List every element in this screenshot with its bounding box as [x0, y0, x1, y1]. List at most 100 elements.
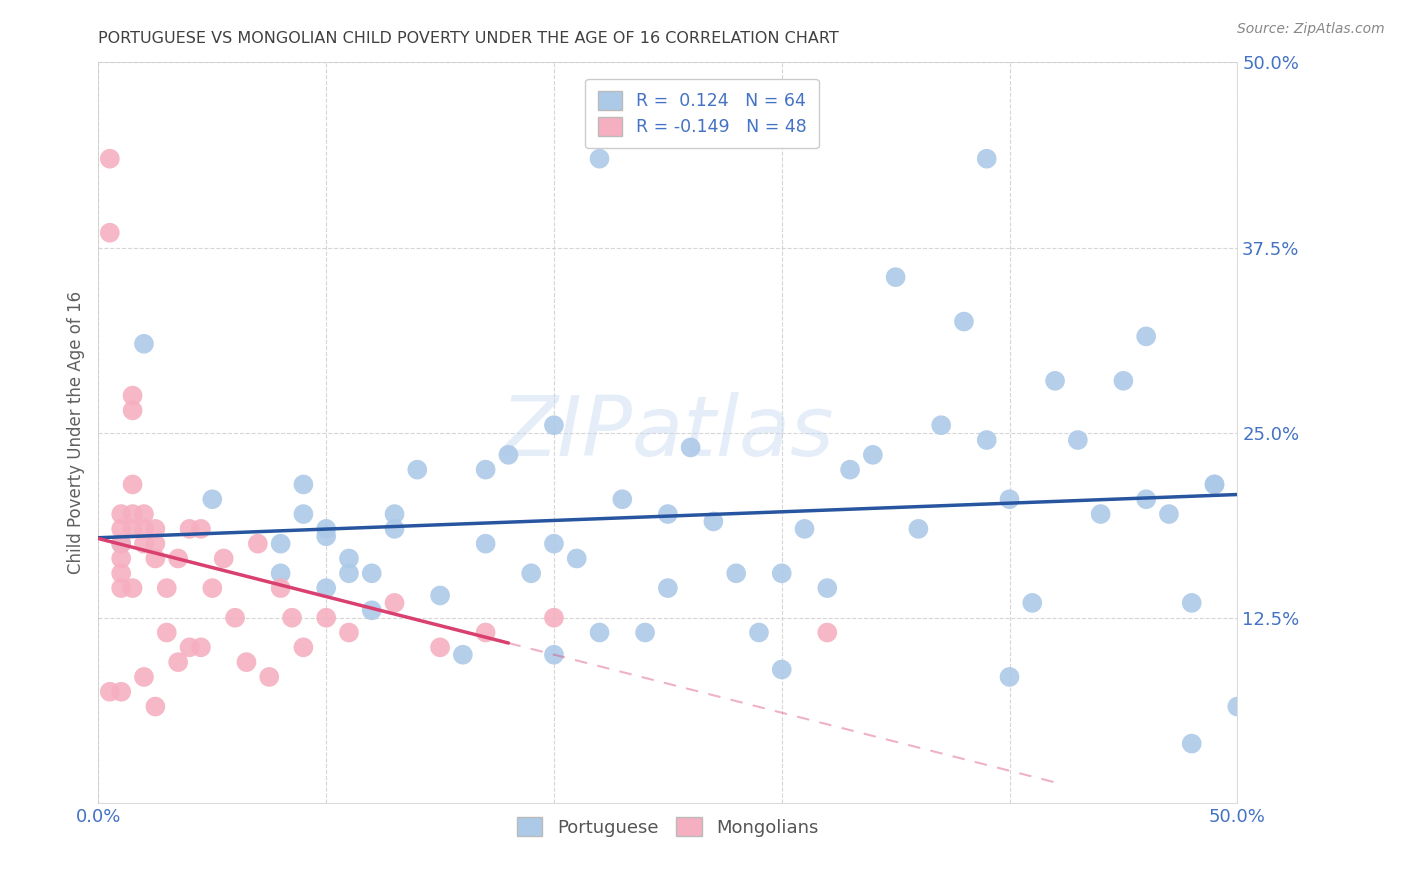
Point	[270, 536, 292, 550]
Point	[1021, 596, 1043, 610]
Point	[1067, 433, 1090, 447]
Point	[145, 699, 167, 714]
Point	[384, 507, 406, 521]
Point	[702, 515, 724, 529]
Point	[121, 507, 143, 521]
Point	[770, 663, 793, 677]
Point	[1135, 329, 1157, 343]
Point	[474, 536, 496, 550]
Point	[634, 625, 657, 640]
Point	[451, 648, 474, 662]
Point	[976, 152, 998, 166]
Point	[657, 507, 679, 521]
Point	[1204, 477, 1226, 491]
Point	[770, 566, 793, 581]
Point	[498, 448, 520, 462]
Point	[998, 670, 1021, 684]
Point	[201, 492, 224, 507]
Point	[862, 448, 884, 462]
Point	[429, 589, 451, 603]
Point	[429, 640, 451, 655]
Text: Source: ZipAtlas.com: Source: ZipAtlas.com	[1237, 22, 1385, 37]
Point	[543, 418, 565, 433]
Point	[474, 462, 496, 476]
Point	[998, 492, 1021, 507]
Text: PORTUGUESE VS MONGOLIAN CHILD POVERTY UNDER THE AGE OF 16 CORRELATION CHART: PORTUGUESE VS MONGOLIAN CHILD POVERTY UN…	[98, 31, 839, 46]
Point	[292, 477, 315, 491]
Point	[793, 522, 815, 536]
Point	[612, 492, 634, 507]
Y-axis label: Child Poverty Under the Age of 16: Child Poverty Under the Age of 16	[66, 291, 84, 574]
Point	[190, 640, 212, 655]
Point	[543, 648, 565, 662]
Point	[270, 566, 292, 581]
Point	[315, 522, 337, 536]
Point	[121, 477, 143, 491]
Point	[565, 551, 588, 566]
Point	[815, 625, 838, 640]
Point	[588, 625, 610, 640]
Point	[110, 551, 132, 566]
Point	[315, 610, 337, 624]
Point	[337, 551, 360, 566]
Point	[270, 581, 292, 595]
Point	[110, 536, 132, 550]
Point	[360, 566, 382, 581]
Point	[145, 522, 167, 536]
Point	[121, 581, 143, 595]
Point	[1181, 737, 1204, 751]
Point	[98, 685, 121, 699]
Point	[839, 462, 862, 476]
Point	[815, 581, 838, 595]
Point	[167, 655, 190, 669]
Point	[121, 522, 143, 536]
Point	[110, 507, 132, 521]
Point	[1090, 507, 1112, 521]
Point	[132, 522, 155, 536]
Point	[167, 551, 190, 566]
Point	[121, 388, 143, 402]
Point	[110, 522, 132, 536]
Point	[132, 536, 155, 550]
Point	[224, 610, 246, 624]
Point	[132, 507, 155, 521]
Point	[246, 536, 269, 550]
Point	[121, 403, 143, 417]
Point	[132, 336, 155, 351]
Point	[360, 603, 382, 617]
Point	[725, 566, 748, 581]
Point	[145, 536, 167, 550]
Legend: Portuguese, Mongolians: Portuguese, Mongolians	[505, 804, 831, 849]
Point	[953, 314, 976, 328]
Point	[1157, 507, 1180, 521]
Point	[543, 610, 565, 624]
Point	[315, 529, 337, 543]
Point	[384, 596, 406, 610]
Point	[748, 625, 770, 640]
Point	[235, 655, 257, 669]
Point	[110, 536, 132, 550]
Point	[907, 522, 929, 536]
Point	[384, 522, 406, 536]
Text: ZIPatlas: ZIPatlas	[501, 392, 835, 473]
Point	[179, 522, 201, 536]
Point	[281, 610, 304, 624]
Point	[190, 522, 212, 536]
Point	[259, 670, 281, 684]
Point	[1112, 374, 1135, 388]
Point	[1043, 374, 1066, 388]
Point	[179, 640, 201, 655]
Point	[98, 152, 121, 166]
Point	[520, 566, 543, 581]
Point	[1204, 477, 1226, 491]
Point	[1226, 699, 1249, 714]
Point	[337, 625, 360, 640]
Point	[976, 433, 998, 447]
Point	[292, 640, 315, 655]
Point	[588, 152, 610, 166]
Point	[212, 551, 235, 566]
Point	[110, 566, 132, 581]
Point	[884, 270, 907, 285]
Point	[406, 462, 429, 476]
Point	[657, 581, 679, 595]
